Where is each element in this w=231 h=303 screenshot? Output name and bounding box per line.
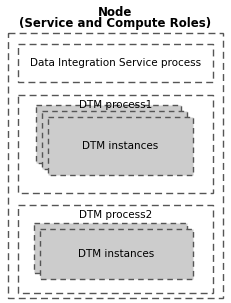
Bar: [18, 205, 213, 293]
Bar: [8, 33, 223, 298]
Bar: [18, 44, 213, 82]
Bar: [48, 117, 193, 175]
Text: DTM process2: DTM process2: [79, 210, 152, 220]
Bar: [34, 223, 187, 273]
Text: Node: Node: [98, 5, 133, 18]
Bar: [40, 229, 193, 279]
Text: (Service and Compute Roles): (Service and Compute Roles): [19, 18, 212, 31]
Bar: [36, 105, 181, 163]
Text: DTM instances: DTM instances: [82, 141, 159, 151]
Text: DTM process1: DTM process1: [79, 100, 152, 110]
Text: Data Integration Service process: Data Integration Service process: [30, 58, 201, 68]
Bar: [42, 111, 187, 169]
Bar: [18, 95, 213, 193]
Text: DTM instances: DTM instances: [78, 249, 155, 259]
